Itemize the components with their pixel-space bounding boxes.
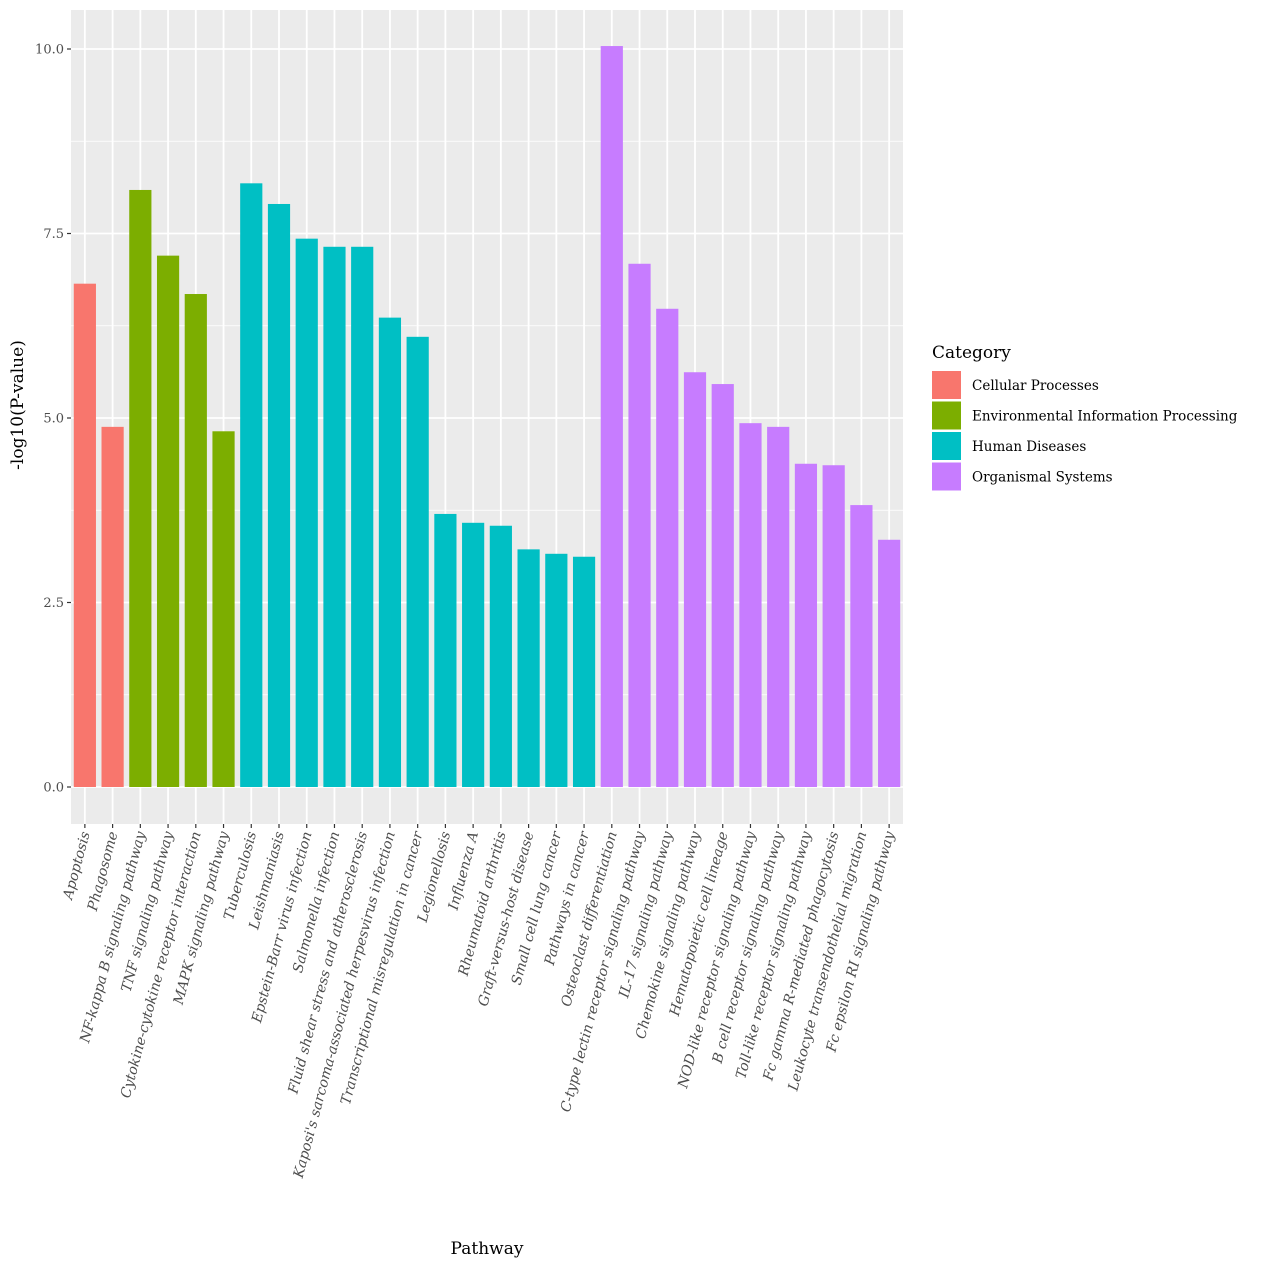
legend-swatch bbox=[932, 401, 961, 430]
bars bbox=[73, 46, 901, 788]
bar-salmonella-infection bbox=[323, 246, 346, 787]
bar-hematopoietic-cell-lineage bbox=[711, 384, 734, 787]
legend-title: Category bbox=[932, 343, 1011, 363]
bar-legionellosis bbox=[434, 513, 457, 787]
y-axis-title: -log10(P-value) bbox=[8, 340, 28, 470]
bar-leukocyte-transendothelial-migration bbox=[850, 505, 873, 787]
plot-panel bbox=[71, 10, 903, 824]
bar-graft-versus-host-disease bbox=[517, 549, 540, 787]
bar-transcriptional-misregulation-in-cancer bbox=[406, 336, 429, 787]
y-tick-label: 7.5 bbox=[43, 227, 64, 242]
legend-swatch bbox=[932, 432, 961, 460]
y-tick-label: 5.0 bbox=[43, 412, 64, 427]
bar-chemokine-signaling-pathway bbox=[683, 372, 707, 787]
bar-tuberculosis bbox=[240, 183, 263, 788]
bar-fluid-shear-stress-and-atherosclerosis bbox=[351, 246, 374, 787]
bar-rheumatoid-arthritis bbox=[489, 525, 512, 787]
y-tick-label: 10.0 bbox=[35, 43, 64, 58]
legend-swatch bbox=[932, 462, 961, 491]
legend-label: Environmental Information Processing bbox=[972, 409, 1238, 425]
legend: Category Cellular Processes Environmental… bbox=[932, 343, 1238, 491]
legend-swatch bbox=[932, 371, 961, 399]
bar-mapk-signaling-pathway bbox=[212, 431, 235, 787]
y-tick-label: 2.5 bbox=[43, 596, 64, 611]
bar-phagosome bbox=[101, 426, 124, 787]
bar-influenza-a bbox=[462, 522, 485, 787]
legend-label: Organismal Systems bbox=[972, 470, 1113, 486]
bar-small-cell-lung-cancer bbox=[545, 553, 568, 787]
bar-kaposi-s-sarcoma-associated-herpesvirus-infection bbox=[378, 317, 402, 787]
bar-toll-like-receptor-signaling-pathway bbox=[794, 463, 818, 787]
y-tick-label: 0.0 bbox=[43, 781, 64, 796]
legend-label: Cellular Processes bbox=[972, 378, 1099, 394]
bar-b-cell-receptor-signaling-pathway bbox=[767, 426, 790, 787]
bar-nf-kappa-b-signaling-pathway bbox=[129, 189, 152, 787]
bar-tnf-signaling-pathway bbox=[156, 255, 180, 787]
bar-pathways-in-cancer bbox=[572, 556, 596, 787]
bar-il-17-signaling-pathway bbox=[656, 308, 679, 787]
bar-leishmaniasis bbox=[267, 203, 291, 788]
legend-label: Human Diseases bbox=[972, 439, 1086, 455]
bar-fc-gamma-r-mediated-phagocytosis bbox=[822, 465, 845, 787]
bar-fc-epsilon-ri-signaling-pathway bbox=[878, 539, 901, 787]
bar-cytokine-cytokine-receptor-interaction bbox=[184, 294, 207, 787]
bar-osteoclast-differentiation bbox=[600, 46, 623, 788]
bar-nod-like-receptor-signaling-pathway bbox=[739, 423, 762, 787]
x-axis-title: Pathway bbox=[451, 1239, 524, 1259]
y-axis: 0.0 2.5 5.0 7.5 10.0 bbox=[35, 43, 71, 796]
bar-c-type-lectin-receptor-signaling-pathway bbox=[628, 263, 651, 787]
bar-apoptosis bbox=[73, 283, 96, 787]
bar-epstein-barr-virus-infection bbox=[295, 238, 318, 787]
